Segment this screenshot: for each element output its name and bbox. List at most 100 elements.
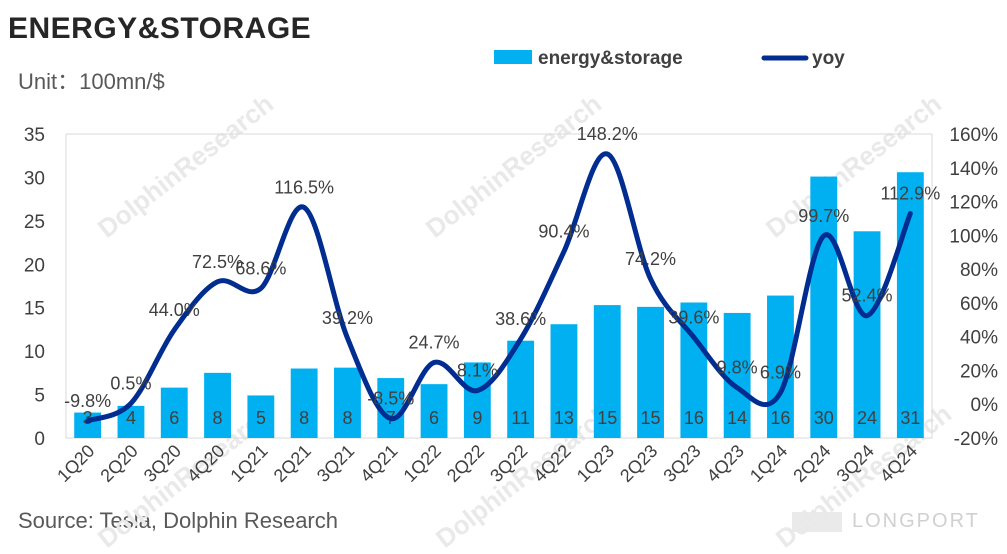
legend-label: energy&storage	[538, 48, 683, 69]
yoy-label: 6.9%	[760, 363, 801, 383]
bar	[723, 312, 751, 438]
yoy-label: -9.8%	[64, 391, 111, 411]
y2-tick-label: 40%	[960, 328, 998, 349]
chart-title: ENERGY&STORAGE	[8, 12, 312, 45]
bar-value-label: 3	[83, 408, 93, 428]
y-tick-label: 35	[24, 125, 45, 146]
x-tick-label: 4Q21	[356, 441, 401, 486]
bar-value-label: 9	[472, 408, 482, 428]
bar-value-label: 15	[641, 408, 661, 428]
y-tick-label: 30	[24, 168, 45, 189]
y-tick-label: 0	[34, 429, 45, 450]
bar-value-label: 11	[511, 408, 530, 428]
y-tick-label: 15	[24, 299, 45, 320]
yoy-label: 72.5%	[192, 252, 243, 272]
bar-value-label: 8	[213, 408, 223, 428]
bar-value-label: 6	[169, 408, 179, 428]
x-tick-label: 3Q20	[140, 441, 185, 486]
legend-label: yoy	[812, 48, 845, 69]
y2-tick-label: 140%	[949, 159, 998, 180]
yoy-label: 112.9%	[880, 184, 940, 204]
yoy-label: 90.4%	[538, 222, 589, 242]
x-tick-label: 1Q24	[746, 441, 791, 486]
plot-frame	[65, 133, 933, 439]
bar	[463, 362, 491, 438]
x-tick-label: 1Q21	[226, 441, 271, 486]
legend-swatch-bar	[494, 50, 532, 64]
x-tick-label: 4Q22	[529, 441, 574, 486]
yoy-label: 39.2%	[322, 308, 373, 328]
bar-value-label: 15	[597, 408, 617, 428]
yoy-label: -8.5%	[367, 389, 414, 409]
yoy-label: 116.5%	[274, 177, 334, 197]
y2-tick-label: 100%	[949, 226, 998, 247]
source-note: Source: Tesla, Dolphin Research	[18, 508, 338, 533]
bar	[290, 368, 318, 438]
yoy-label: 44.0%	[149, 300, 200, 320]
x-tick-label: 2Q21	[270, 441, 315, 486]
bar	[247, 395, 275, 438]
bar-value-label: 30	[814, 408, 834, 428]
y-tick-label: 10	[24, 342, 45, 363]
x-tick-label: 2Q22	[443, 441, 488, 486]
yoy-label: 74.2%	[625, 249, 676, 269]
bar-value-label: 24	[857, 408, 877, 428]
bar	[810, 176, 838, 438]
bar	[853, 231, 881, 438]
y2-tick-label: -20%	[954, 429, 998, 450]
yoy-label: 68.6%	[235, 258, 286, 278]
y2-tick-label: 80%	[960, 260, 998, 281]
yoy-label: 9.8%	[717, 358, 758, 378]
y2-tick-label: 0%	[971, 395, 999, 416]
yoy-label: 39.6%	[668, 307, 719, 327]
unit-label: Unit：100mn/$	[18, 69, 165, 94]
bar-value-label: 13	[554, 408, 574, 428]
yoy-label: 99.7%	[798, 206, 849, 226]
yoy-label: 8.1%	[457, 361, 498, 381]
bar-value-label: 5	[256, 408, 266, 428]
y2-tick-label: 120%	[949, 193, 998, 214]
brand-logo-icon	[792, 512, 842, 532]
bar-value-label: 16	[684, 408, 704, 428]
bar-value-label: 4	[126, 408, 136, 428]
x-tick-label: 1Q20	[53, 441, 98, 486]
y2-tick-label: 60%	[960, 294, 998, 315]
bar	[160, 387, 188, 438]
bar	[420, 384, 448, 438]
bar	[334, 367, 361, 438]
bar-value-label: 14	[727, 408, 747, 428]
x-tick-label: 3Q21	[313, 441, 358, 486]
bar-value-label: 31	[900, 408, 920, 428]
y2-tick-label: 160%	[949, 125, 998, 146]
yoy-label: 38.6%	[495, 309, 546, 329]
x-tick-label: 4Q24	[876, 441, 921, 486]
bar-value-label: 8	[342, 408, 352, 428]
bar	[637, 306, 664, 438]
y-tick-label: 5	[34, 386, 45, 407]
x-tick-label: 2Q20	[96, 441, 141, 486]
x-tick-label: 4Q23	[703, 441, 748, 486]
x-tick-label: 3Q24	[833, 441, 878, 486]
x-tick-label: 1Q23	[573, 441, 618, 486]
y2-tick-label: 20%	[960, 361, 998, 382]
x-tick-label: 2Q24	[789, 441, 834, 486]
y-tick-label: 25	[24, 212, 45, 233]
yoy-label: 52.4%	[842, 286, 893, 306]
yoy-label: 0.5%	[110, 373, 151, 393]
x-tick-label: 3Q22	[486, 441, 531, 486]
y-tick-label: 20	[24, 255, 45, 276]
bar	[550, 324, 578, 438]
x-tick-label: 1Q22	[400, 441, 445, 486]
x-tick-label: 3Q23	[659, 441, 704, 486]
x-tick-label: 2Q23	[616, 441, 661, 486]
bar-value-label: 8	[299, 408, 309, 428]
yoy-line	[85, 151, 913, 424]
x-tick-label: 4Q20	[183, 441, 228, 486]
yoy-label: 148.2%	[577, 124, 638, 144]
yoy-label: 24.7%	[409, 333, 460, 353]
bar-value-label: 6	[429, 408, 439, 428]
bar	[593, 305, 621, 438]
brand-label: LONGPORT	[852, 510, 980, 532]
bar	[204, 372, 231, 438]
